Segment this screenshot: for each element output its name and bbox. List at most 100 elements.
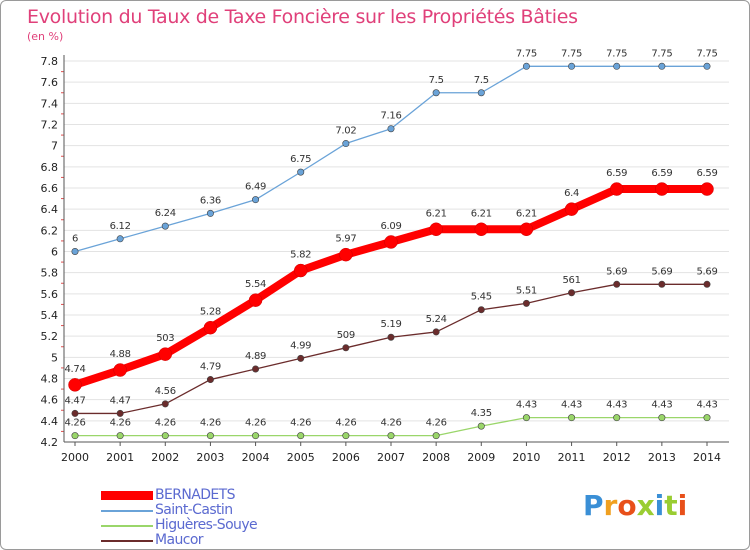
logo-letter: i xyxy=(677,489,688,522)
data-point xyxy=(158,347,173,361)
x-tick-label: 2008 xyxy=(422,451,450,464)
data-point xyxy=(700,182,714,196)
data-point xyxy=(387,125,395,133)
data-point xyxy=(613,414,621,422)
data-point xyxy=(252,432,260,440)
data-point xyxy=(387,432,395,440)
data-label: 5.97 xyxy=(335,234,356,245)
data-label: 5.24 xyxy=(426,314,447,325)
data-point xyxy=(71,432,79,440)
axes: 4.2 4.4 4.6 4.8 5 5.2 5.4 5.6 5.8 6 6.2 6.4 6.6 6.8 7 7… xyxy=(41,55,729,464)
data-point xyxy=(658,62,666,70)
data-point xyxy=(432,432,440,440)
data-point xyxy=(297,168,305,176)
data-label: 6.59 xyxy=(696,168,717,179)
y-tick-label: 7.2 xyxy=(41,119,59,132)
y-tick-label: 4.6 xyxy=(41,394,59,407)
x-tick-label: 2003 xyxy=(196,451,224,464)
data-point xyxy=(658,280,666,288)
data-label: 4.26 xyxy=(245,418,266,429)
y-tick-label: 7.6 xyxy=(41,76,59,89)
data-label: 4.56 xyxy=(155,386,176,397)
legend-swatch xyxy=(101,540,153,542)
data-label: 4.26 xyxy=(335,418,356,429)
data-point xyxy=(293,263,308,278)
data-point xyxy=(68,378,82,392)
data-point xyxy=(568,289,576,297)
data-label: 4.26 xyxy=(380,418,401,429)
data-point xyxy=(116,235,124,243)
data-point xyxy=(429,222,443,237)
data-label: 5.69 xyxy=(651,266,672,277)
data-label: 5.51 xyxy=(516,285,537,296)
legend-label: Higuères-Souye xyxy=(155,517,258,533)
y-tick-label: 4.2 xyxy=(41,436,59,449)
data-label: 7.02 xyxy=(335,126,356,137)
data-label: 4.79 xyxy=(200,362,221,373)
data-label: 7.75 xyxy=(696,48,717,59)
chart-title: Evolution du Taux de Taxe Foncière sur l… xyxy=(27,6,578,28)
y-tick-label: 5.2 xyxy=(41,330,59,343)
data-label: 4.35 xyxy=(471,408,492,419)
data-point xyxy=(703,280,711,288)
data-label: 7.75 xyxy=(651,48,672,59)
y-tick-label: 4.4 xyxy=(41,415,59,428)
data-label: 4.99 xyxy=(290,340,311,351)
data-label: 7.5 xyxy=(429,75,444,86)
data-label: 4.26 xyxy=(64,418,85,429)
data-label: 5.69 xyxy=(696,266,717,277)
y-tick-label: 6.4 xyxy=(41,203,59,216)
logo-letter: r xyxy=(603,489,618,522)
data-point xyxy=(384,235,398,249)
data-label: 7.75 xyxy=(606,48,627,59)
data-label: 4.74 xyxy=(64,364,85,375)
y-tick-label: 5.8 xyxy=(41,267,59,280)
data-point xyxy=(613,280,621,288)
data-point xyxy=(248,293,263,307)
data-label: 6.59 xyxy=(651,168,672,179)
data-point xyxy=(252,196,260,204)
data-point xyxy=(113,363,127,377)
data-point xyxy=(339,247,353,262)
x-tick-label: 2004 xyxy=(242,451,270,464)
logo-letter: x xyxy=(636,489,655,522)
data-point xyxy=(658,414,666,422)
x-tick-label: 2010 xyxy=(512,451,540,464)
data-label: 7.75 xyxy=(561,48,582,59)
data-point xyxy=(116,432,124,440)
data-labels: 4.74 4.88 503 5.28 5.54 5.82 5.97 6.09 6.21 6.21 6… xyxy=(64,48,717,428)
legend-label: BERNADETS xyxy=(155,487,236,503)
series-lines xyxy=(68,62,714,440)
y-tick-label: 7.4 xyxy=(41,97,59,110)
data-point xyxy=(387,333,395,341)
data-point xyxy=(342,140,350,148)
x-tick-label: 2012 xyxy=(603,451,631,464)
data-point xyxy=(568,62,576,70)
data-point xyxy=(161,432,169,440)
data-label: 4.26 xyxy=(290,418,311,429)
y-tick-label: 6 xyxy=(51,246,58,259)
data-point xyxy=(203,320,218,335)
x-tick-label: 2013 xyxy=(648,451,676,464)
data-point xyxy=(161,222,169,230)
y-tick-label: 7.8 xyxy=(41,55,59,68)
data-point xyxy=(71,409,79,417)
data-point xyxy=(477,422,485,430)
data-label: 5.69 xyxy=(606,266,627,277)
data-label: 6.49 xyxy=(245,182,266,193)
logo-letter: o xyxy=(617,489,637,522)
data-point xyxy=(71,248,79,256)
data-point xyxy=(655,182,669,196)
legend-swatch xyxy=(101,525,153,527)
data-point xyxy=(609,182,624,196)
y-tick-label: 4.8 xyxy=(41,373,59,386)
data-point xyxy=(522,299,530,307)
data-point xyxy=(206,432,214,440)
data-point xyxy=(297,354,305,362)
data-point xyxy=(252,365,260,373)
data-point xyxy=(477,306,485,314)
data-point xyxy=(703,414,711,422)
x-tick-label: 2002 xyxy=(151,451,179,464)
data-point xyxy=(703,62,711,70)
